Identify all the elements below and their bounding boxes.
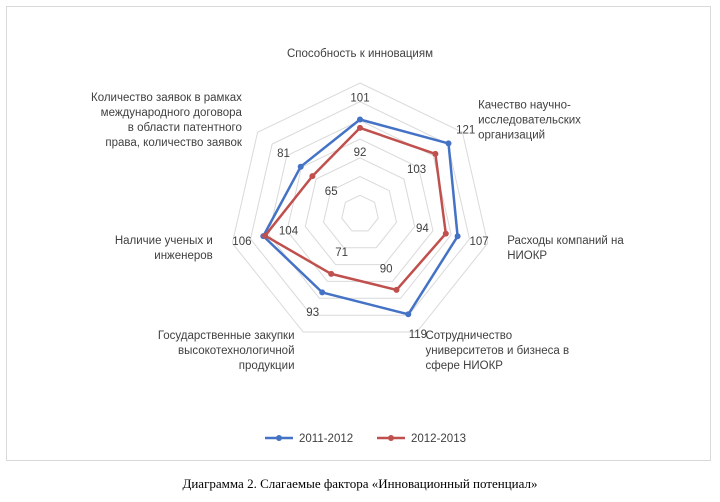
data-label-2011-2012: 101 xyxy=(350,93,369,105)
legend-label-2012-2013: 2012-2013 xyxy=(411,433,466,445)
data-label-2011-2012: 121 xyxy=(456,125,475,137)
data-point-2011-2012 xyxy=(319,289,326,296)
grid-ring xyxy=(231,82,489,333)
data-point-2011-2012 xyxy=(445,140,452,147)
series-line-2011-2012 xyxy=(262,118,459,316)
radar-chart: 101 121 107 119 93 106 81 92 103 94 90 71 104 65 Спосо… xyxy=(91,48,624,445)
category-label: Качество научно-исследовательских организ… xyxy=(478,100,581,142)
data-label-2012-2013: 94 xyxy=(416,223,429,235)
data-point-2012-2013 xyxy=(432,150,439,157)
data-point-2011-2012 xyxy=(297,163,304,170)
series-line-2012-2013 xyxy=(263,126,448,292)
data-point-2012-2013 xyxy=(328,270,335,277)
data-point-2012-2013 xyxy=(262,232,269,239)
grid-ring xyxy=(322,176,398,249)
data-point-2011-2012 xyxy=(454,233,461,240)
data-point-2011-2012 xyxy=(357,116,363,123)
grid-ring xyxy=(304,157,416,266)
legend-label-2011-2012: 2011-2012 xyxy=(299,433,353,445)
category-label: Способность к инновациям xyxy=(287,48,433,60)
data-label-2011-2012: 81 xyxy=(277,148,290,160)
data-label-2012-2013: 92 xyxy=(354,147,367,159)
grid-ring xyxy=(249,101,471,316)
data-label-2012-2013: 103 xyxy=(407,164,426,176)
data-point-2012-2013 xyxy=(357,124,363,131)
data-point-2011-2012 xyxy=(405,311,412,318)
category-label: Наличие ученых и инженеров xyxy=(115,235,213,262)
category-label: Количество заявок в рамках международного… xyxy=(91,92,243,149)
category-label: Государственные закупки высокотехнологичн… xyxy=(158,330,295,372)
data-point-2012-2013 xyxy=(442,230,449,237)
data-point-2012-2013 xyxy=(393,286,400,293)
data-label-2012-2013: 71 xyxy=(335,247,348,259)
legend-marker-2012-2013 xyxy=(388,435,394,441)
data-label-2012-2013: 90 xyxy=(380,263,393,275)
grid-ring xyxy=(341,194,379,232)
figure-caption: Диаграмма 2. Слагаемые фактора «Инноваци… xyxy=(182,476,538,491)
legend-marker-2011-2012 xyxy=(276,435,282,441)
chart-frame xyxy=(6,6,711,461)
data-label-2011-2012: 119 xyxy=(409,329,427,341)
data-label-2011-2012: 106 xyxy=(232,236,251,248)
category-label: Расходы компаний на НИОКР xyxy=(507,235,624,262)
data-label-2011-2012: 93 xyxy=(306,307,319,319)
data-point-2012-2013 xyxy=(309,173,316,180)
data-label-2012-2013: 104 xyxy=(279,225,299,237)
data-label-2012-2013: 65 xyxy=(325,186,338,198)
data-label-2011-2012: 107 xyxy=(470,236,489,248)
